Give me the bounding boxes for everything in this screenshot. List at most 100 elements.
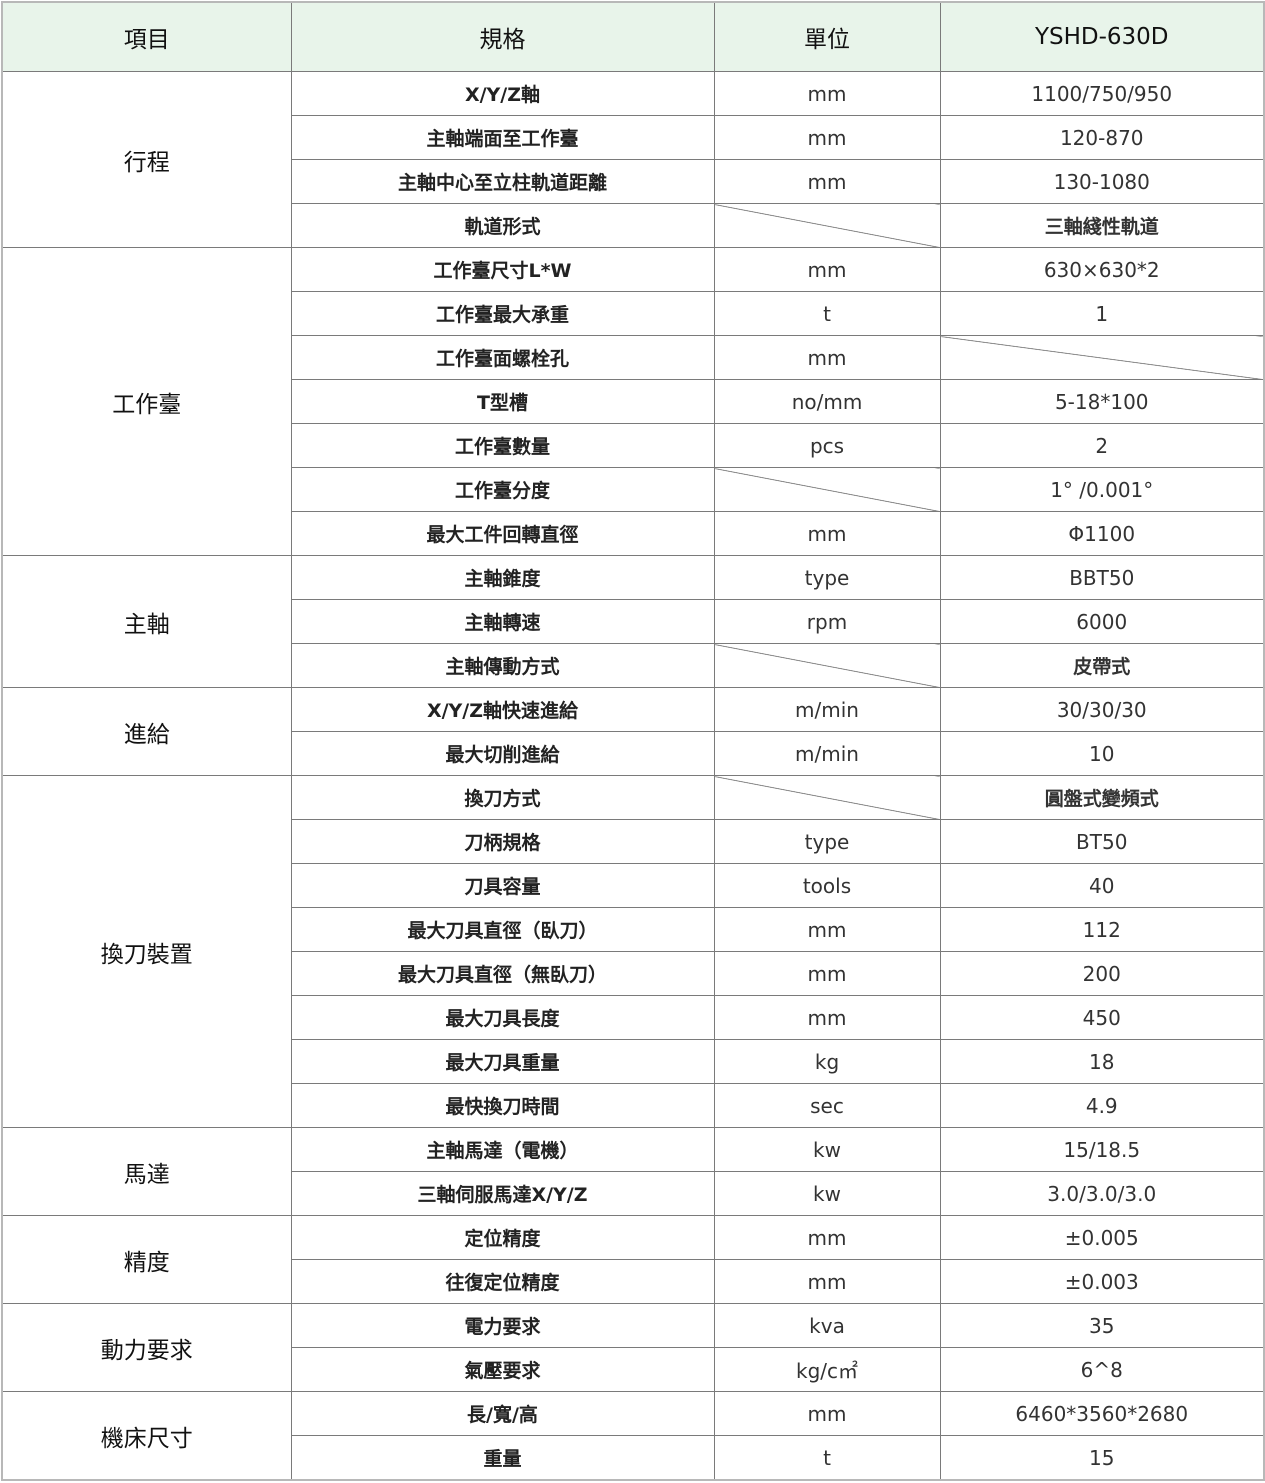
spec-cell: 電力要求 (290, 1303, 715, 1348)
unit-cell: mm (713, 995, 941, 1040)
value-cell: 5-18*100 (939, 379, 1265, 424)
unit-cell (713, 643, 941, 688)
value-cell: 130-1080 (939, 159, 1265, 204)
value-cell: BBT50 (939, 555, 1265, 600)
table-row: 最大刀具直徑（無臥刀） mm 200 (2, 951, 1265, 996)
table-row: 軌道形式 三軸綫性軌道 (2, 203, 1265, 248)
unit-cell: rpm (713, 599, 941, 644)
table-row: 精度 定位精度 mm ±0.005 (1, 1215, 1265, 1304)
table-row: 工作臺面螺栓孔 mm (2, 335, 1265, 380)
spec-cell: 往復定位精度 (290, 1259, 715, 1304)
unit-cell: mm (713, 511, 941, 556)
unit-cell (713, 467, 941, 512)
spec-cell: 最快換刀時間 (290, 1083, 715, 1128)
group-label: 機床尺寸 (1, 1391, 292, 1481)
group-label: 動力要求 (1, 1303, 292, 1392)
table-row: T型槽 no/mm 5-18*100 (2, 379, 1265, 424)
spec-cell: 主軸傳動方式 (290, 643, 715, 688)
unit-cell: mm (713, 1259, 941, 1304)
spec-cell: 刀具容量 (290, 863, 715, 908)
table-row: 最大刀具直徑（臥刀） mm 112 (2, 907, 1265, 952)
table-row: 主軸傳動方式 皮帶式 (2, 643, 1265, 688)
unit-cell: type (713, 819, 941, 864)
spec-cell: 最大刀具長度 (290, 995, 715, 1040)
value-cell: 35 (939, 1303, 1265, 1348)
header-unit: 單位 (713, 1, 941, 72)
spec-cell: 主軸錐度 (290, 555, 715, 600)
table-row: 氣壓要求 kg/c㎡ 6^8 (2, 1347, 1265, 1392)
unit-cell (713, 775, 941, 820)
value-cell: ±0.003 (939, 1259, 1265, 1304)
unit-cell: mm (713, 951, 941, 996)
table-row: 最大切削進給 m/min 10 (2, 731, 1265, 776)
value-cell: ±0.005 (939, 1215, 1265, 1260)
spec-cell: 長/寬/高 (290, 1391, 715, 1436)
header-model: YSHD-630D (939, 1, 1265, 72)
table-row: 刀柄規格 type BT50 (2, 819, 1265, 864)
value-cell: 15/18.5 (939, 1127, 1265, 1172)
table-row: 工作臺 工作臺尺寸L*W mm 630×630*2 (1, 247, 1265, 556)
spec-cell: 主軸中心至立柱軌道距離 (290, 159, 715, 204)
table-row: 刀具容量 tools 40 (2, 863, 1265, 908)
value-cell: 40 (939, 863, 1265, 908)
spec-cell: 定位精度 (290, 1215, 715, 1260)
value-cell: Φ1100 (939, 511, 1265, 556)
spec-cell: 氣壓要求 (290, 1347, 715, 1392)
value-cell: 1100/750/950 (939, 71, 1265, 116)
value-cell: 三軸綫性軌道 (939, 203, 1265, 248)
spec-cell: X/Y/Z軸 (290, 71, 715, 116)
spec-cell: 三軸伺服馬達X/Y/Z (290, 1171, 715, 1216)
spec-cell: 工作臺分度 (290, 467, 715, 512)
spec-cell: 工作臺最大承重 (290, 291, 715, 336)
value-cell: 1° /0.001° (939, 467, 1265, 512)
header-spec: 規格 (290, 1, 715, 72)
spec-cell: 最大工件回轉直徑 (290, 511, 715, 556)
unit-cell: mm (713, 1215, 941, 1260)
value-cell (939, 335, 1265, 380)
unit-cell: pcs (713, 423, 941, 468)
unit-cell: kg (713, 1039, 941, 1084)
unit-cell: mm (713, 71, 941, 116)
value-cell: 200 (939, 951, 1265, 996)
table-row: 主軸轉速 rpm 6000 (2, 599, 1265, 644)
unit-cell: mm (713, 907, 941, 952)
spec-cell: 工作臺數量 (290, 423, 715, 468)
spec-cell: 主軸馬達（電機） (290, 1127, 715, 1172)
spec-cell: 最大刀具直徑（臥刀） (290, 907, 715, 952)
spec-cell: 最大刀具直徑（無臥刀） (290, 951, 715, 996)
unit-cell: m/min (713, 731, 941, 776)
unit-cell: mm (713, 1391, 941, 1436)
unit-cell: m/min (713, 687, 941, 732)
value-cell: 630×630*2 (939, 247, 1265, 292)
value-cell: 112 (939, 907, 1265, 952)
unit-cell: tools (713, 863, 941, 908)
value-cell: 圓盤式變頻式 (939, 775, 1265, 820)
unit-cell (713, 203, 941, 248)
value-cell: 18 (939, 1039, 1265, 1084)
unit-cell: no/mm (713, 379, 941, 424)
table-row: 最大工件回轉直徑 mm Φ1100 (2, 511, 1265, 556)
spec-cell: 主軸端面至工作臺 (290, 115, 715, 160)
group-label: 工作臺 (1, 247, 292, 556)
spec-cell: 最大刀具重量 (290, 1039, 715, 1084)
value-cell: 15 (939, 1435, 1265, 1481)
group-label: 精度 (1, 1215, 292, 1304)
spec-cell: 最大切削進給 (290, 731, 715, 776)
value-cell: 10 (939, 731, 1265, 776)
table-row: 主軸 主軸錐度 type BBT50 (1, 555, 1265, 688)
table-row: 換刀裝置 換刀方式 圓盤式變頻式 (1, 775, 1265, 1128)
spec-cell: 重量 (290, 1435, 715, 1481)
table-row: 最快換刀時間 sec 4.9 (2, 1083, 1265, 1128)
group-label: 馬達 (1, 1127, 292, 1216)
value-cell: 6000 (939, 599, 1265, 644)
table-row: 機床尺寸 長/寬/高 mm 6460*3560*2680 (1, 1391, 1265, 1481)
unit-cell: mm (713, 115, 941, 160)
spec-cell: T型槽 (290, 379, 715, 424)
unit-cell: kva (713, 1303, 941, 1348)
unit-cell: sec (713, 1083, 941, 1128)
group-label: 換刀裝置 (1, 775, 292, 1128)
value-cell: 4.9 (939, 1083, 1265, 1128)
header-row: 項目 規格 單位 YSHD-630D (1, 1, 1265, 72)
spec-cell: 工作臺尺寸L*W (290, 247, 715, 292)
table-row: 最大刀具重量 kg 18 (2, 1039, 1265, 1084)
